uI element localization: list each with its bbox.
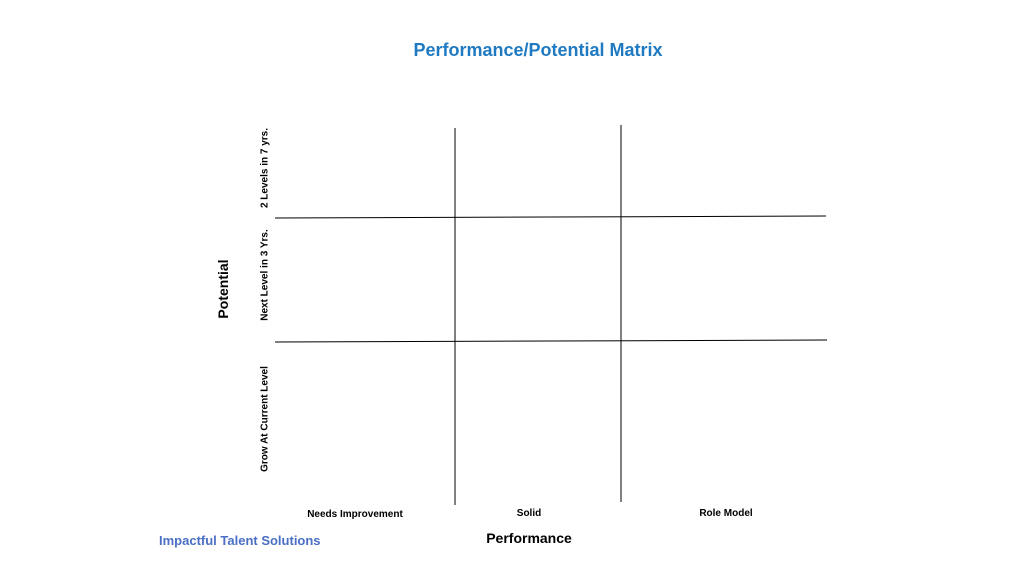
horizontal-divider-1 (274, 215, 827, 219)
y-axis-title: Potential (215, 259, 231, 319)
row-label-middle: Next Level in 3 Yrs. (259, 229, 271, 321)
footer-brand: Impactful Talent Solutions (159, 533, 321, 548)
row-label-bottom: Grow At Current Level (259, 366, 271, 472)
column-label-right: Role Model (699, 508, 753, 519)
row-label-top: 2 Levels in 7 yrs. (259, 127, 271, 209)
page-title: Performance/Potential Matrix (413, 40, 663, 60)
x-axis-title: Performance (486, 530, 572, 546)
column-label-middle: Solid (516, 508, 542, 519)
column-label-left: Needs Improvement (307, 509, 403, 520)
horizontal-divider-2 (274, 339, 828, 343)
